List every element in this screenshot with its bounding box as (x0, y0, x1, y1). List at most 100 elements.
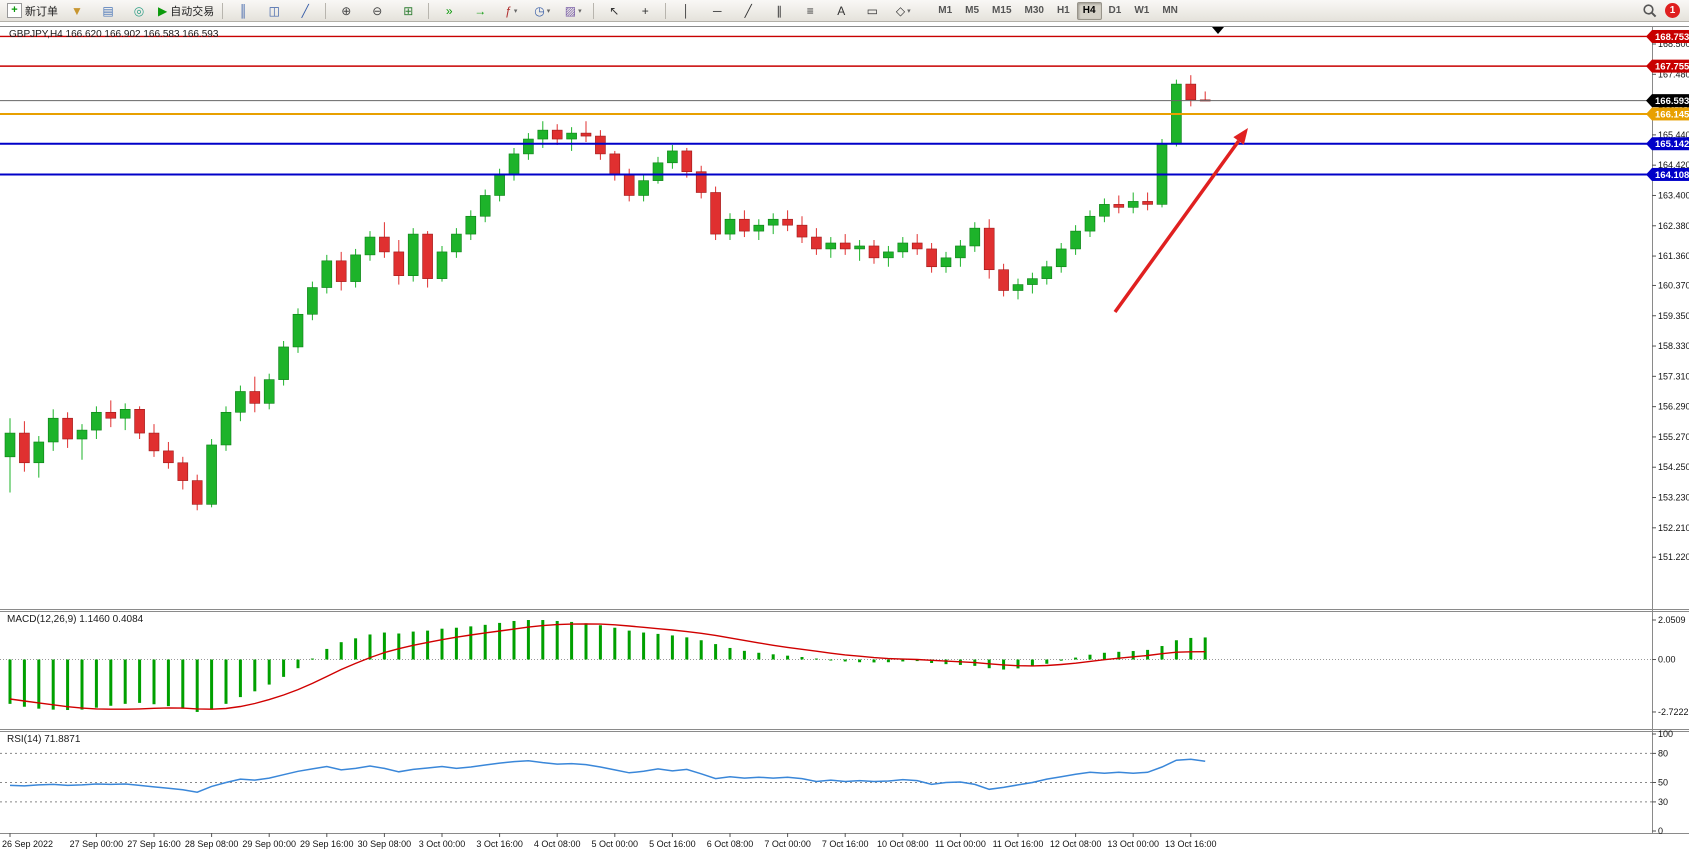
auto-scroll-button[interactable]: » (434, 2, 464, 20)
timeframe-m1-button[interactable]: M1 (938, 5, 953, 16)
svg-text:50: 50 (1658, 778, 1668, 788)
svg-text:100: 100 (1658, 729, 1673, 739)
timeframe-m5-button[interactable]: M5 (965, 5, 980, 16)
svg-text:12 Oct 08:00: 12 Oct 08:00 (1050, 839, 1102, 849)
search-icon (1643, 3, 1657, 17)
trendline-button[interactable]: ╱ (733, 2, 763, 20)
candlestick-series (4, 75, 1211, 511)
timeframe-w1-button[interactable]: W1 (1134, 5, 1150, 16)
time-axis[interactable]: 26 Sep 2022 27 Sep 00:00 27 Sep 16:00 28 Se… (2, 833, 1217, 849)
zoom-in-icon: ⊕ (341, 3, 352, 18)
panel-borders (0, 26, 1689, 834)
notification-badge[interactable]: 1 (1665, 3, 1680, 18)
candlestick-chart-button[interactable]: ◫ (259, 2, 289, 20)
price-chart[interactable]: 168.500167.480166.460165.440164.420163.4… (0, 22, 1689, 859)
svg-text:28 Sep 08:00: 28 Sep 08:00 (185, 839, 239, 849)
timeframe-m15-button[interactable]: M15 (992, 5, 1012, 16)
dropdown-arrow-icon: ▾ (513, 7, 518, 15)
svg-text:27 Sep 00:00: 27 Sep 00:00 (70, 839, 124, 849)
svg-text:158.330: 158.330 (1658, 341, 1689, 351)
svg-text:30 Sep 08:00: 30 Sep 08:00 (358, 839, 412, 849)
svg-text:160.370: 160.370 (1658, 280, 1689, 290)
horizontal-line-icon: ─ (712, 3, 722, 18)
vertical-line-button[interactable]: │ (671, 2, 701, 20)
svg-text:5 Oct 00:00: 5 Oct 00:00 (592, 839, 639, 849)
svg-text:29 Sep 00:00: 29 Sep 00:00 (242, 839, 296, 849)
toolbar: + 新订单 ▼ ▤ ◎ ▶ 自动交易 ║ ◫ ╱ ⊕ ⊖ ⊞» → ƒ ▾ ◷ ▾ ▨ ▾ ↖ + │ ─ ╱ ∥ ≡ A ▭ ◇ ▾ M1… (0, 0, 1689, 22)
profiles-button[interactable]: ▼ (62, 2, 92, 20)
text-label-button[interactable]: ▭ (857, 2, 887, 20)
dropdown-arrow-icon: ▾ (578, 7, 582, 15)
svg-text:154.250: 154.250 (1658, 462, 1689, 472)
tile-windows-icon: ⊞ (403, 3, 414, 18)
svg-text:165.440: 165.440 (1658, 130, 1689, 140)
timeframe-h1-button[interactable]: H1 (1056, 5, 1070, 16)
navigator-button[interactable]: ◎ (124, 2, 154, 20)
macd-signal-line (9, 623, 1206, 710)
toolbar-items: + 新订单 ▼ ▤ ◎ ▶ 自动交易 ║ ◫ ╱ ⊕ ⊖ ⊞» → ƒ ▾ ◷ ▾ ▨ ▾ ↖ + │ ─ ╱ ∥ ≡ A ▭ ◇ ▾ (4, 2, 918, 20)
timeframe-d1-button[interactable]: D1 (1108, 5, 1122, 16)
bar-chart-button[interactable]: ║ (228, 2, 258, 20)
cursor-button[interactable]: ↖ (599, 2, 629, 20)
horizontal-lines[interactable] (0, 35, 1652, 176)
svg-text:167.755: 167.755 (1655, 62, 1689, 73)
tile-windows-button[interactable]: ⊞ (393, 2, 423, 20)
market-watch-button[interactable]: ▤ (93, 2, 123, 20)
svg-text:29 Sep 16:00: 29 Sep 16:00 (300, 839, 354, 849)
svg-text:155.270: 155.270 (1658, 432, 1689, 442)
line-chart-button[interactable]: ╱ (290, 2, 320, 20)
shapes-button[interactable]: ◇ ▾ (888, 2, 918, 20)
timeframe-bar: M1 M5 M15 M30 H1 H4 D1 W1 MN (932, 1, 1184, 20)
svg-text:156.290: 156.290 (1658, 402, 1689, 412)
svg-text:159.350: 159.350 (1658, 311, 1689, 321)
chart-area[interactable]: 168.500167.480166.460165.440164.420163.4… (0, 22, 1689, 859)
svg-text:2.0509: 2.0509 (1658, 615, 1686, 625)
fibonacci-icon: ≡ (806, 3, 814, 18)
crosshair-icon: + (641, 3, 649, 18)
price-axis[interactable]: 168.500167.480166.460165.440164.420163.4… (1652, 39, 1689, 836)
timeframe-h4-button[interactable]: H4 (1076, 1, 1102, 20)
svg-text:168.500: 168.500 (1658, 39, 1689, 49)
bar-chart-icon: ║ (238, 3, 248, 18)
periods-button[interactable]: ◷ ▾ (527, 2, 557, 20)
market-watch-icon: ▤ (102, 3, 114, 18)
svg-text:13 Oct 00:00: 13 Oct 00:00 (1107, 839, 1159, 849)
fibonacci-button[interactable]: ≡ (795, 2, 825, 20)
horizontal-line-button[interactable]: ─ (702, 2, 732, 20)
current-bar-marker (1212, 27, 1224, 34)
svg-text:153.230: 153.230 (1658, 493, 1689, 503)
svg-text:0: 0 (1658, 826, 1663, 836)
trend-arrow-annotation[interactable] (1113, 128, 1248, 314)
chart-shift-icon: → (474, 3, 487, 18)
crosshair-button[interactable]: + (630, 2, 660, 20)
search-button[interactable] (1642, 3, 1658, 19)
svg-text:164.420: 164.420 (1658, 160, 1689, 170)
indicators-icon: ƒ (505, 3, 512, 18)
svg-text:4 Oct 08:00: 4 Oct 08:00 (534, 839, 581, 849)
shapes-icon: ◇ (895, 3, 906, 18)
vertical-line-icon: │ (682, 3, 690, 18)
templates-button[interactable]: ▨ ▾ (558, 2, 588, 20)
svg-text:26 Sep 2022: 26 Sep 2022 (2, 839, 53, 849)
svg-text:166.593: 166.593 (1655, 96, 1689, 107)
svg-text:10 Oct 08:00: 10 Oct 08:00 (877, 839, 929, 849)
indicators-button[interactable]: ƒ ▾ (496, 2, 526, 20)
new-order-icon: + (7, 3, 22, 18)
new-order-button[interactable]: + 新订单 (4, 2, 61, 20)
timeframe-mn-button[interactable]: MN (1162, 5, 1178, 16)
svg-text:167.480: 167.480 (1658, 69, 1689, 79)
text-button[interactable]: A (826, 2, 856, 20)
svg-text:6 Oct 08:00: 6 Oct 08:00 (707, 839, 754, 849)
svg-text:11 Oct 16:00: 11 Oct 16:00 (993, 839, 1044, 849)
chart-shift-button[interactable]: → (465, 2, 495, 20)
svg-text:-2.7222: -2.7222 (1658, 707, 1689, 717)
macd-indicator (8, 620, 1207, 712)
rsi-indicator (9, 758, 1206, 793)
autotrading-button[interactable]: ▶ 自动交易 (155, 2, 217, 20)
zoom-out-button[interactable]: ⊖ (362, 2, 392, 20)
channel-button[interactable]: ∥ (764, 2, 794, 20)
zoom-in-button[interactable]: ⊕ (331, 2, 361, 20)
timeframe-m30-button[interactable]: M30 (1024, 5, 1044, 16)
toolbar-separator (593, 2, 595, 19)
svg-text:30: 30 (1658, 797, 1668, 807)
